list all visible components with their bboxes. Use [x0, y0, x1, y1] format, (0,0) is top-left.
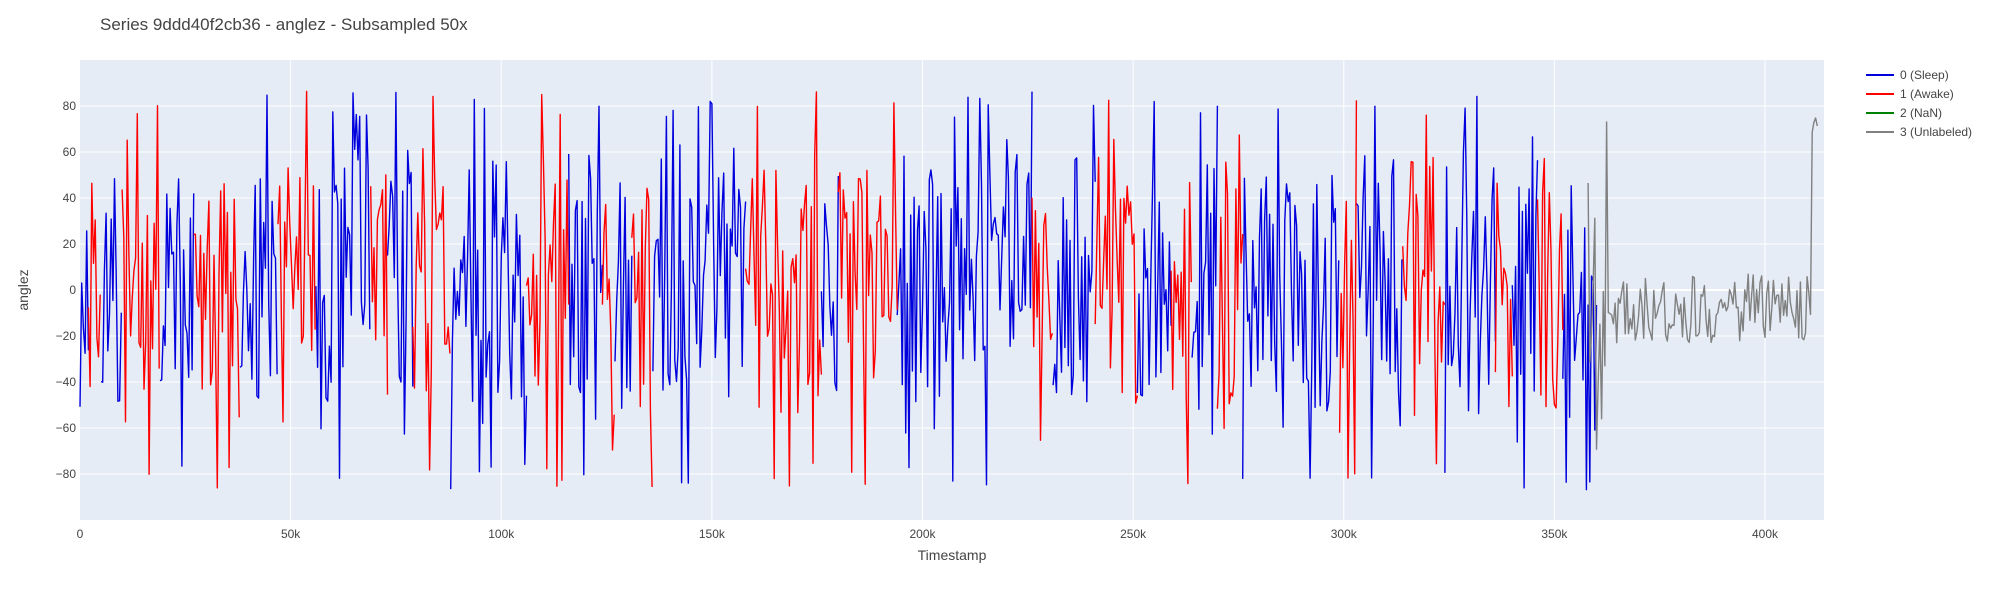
legend-item-label: 2 (NaN) [1900, 106, 1942, 120]
x-tick-label: 300k [1331, 527, 1358, 541]
legend-item-label: 3 (Unlabeled) [1900, 125, 1972, 139]
legend-item-label: 0 (Sleep) [1900, 68, 1949, 82]
legend-item-label: 1 (Awake) [1900, 87, 1954, 101]
series-line [87, 90, 1564, 489]
x-tick-label: 50k [281, 527, 301, 541]
y-tick-label: −80 [56, 467, 77, 481]
x-tick-label: 400k [1752, 527, 1779, 541]
series-line [1587, 117, 1818, 450]
series-layer [79, 90, 1818, 491]
x-axis-ticks: 0 50k 100k 150k 200k 250k 300k 350k 400k [77, 527, 1779, 541]
y-tick-label: 40 [63, 191, 77, 205]
x-tick-label: 150k [699, 527, 726, 541]
x-tick-label: 0 [77, 527, 84, 541]
legend: 0 (Sleep) 1 (Awake) 2 (NaN) 3 (Unlabeled) [1866, 68, 1972, 139]
x-tick-label: 350k [1541, 527, 1568, 541]
y-tick-label: 60 [63, 145, 77, 159]
y-axis-ticks: −80 −60 −40 −20 0 20 40 60 80 [56, 99, 77, 481]
series-line [79, 91, 1598, 491]
y-tick-label: 20 [63, 237, 77, 251]
y-tick-label: 80 [63, 99, 77, 113]
chart-title: Series 9ddd40f2cb36 - anglez - Subsample… [100, 15, 468, 34]
y-tick-label: −60 [56, 421, 77, 435]
y-axis-title: anglez [15, 269, 31, 310]
y-tick-label: −40 [56, 375, 77, 389]
x-tick-label: 200k [909, 527, 936, 541]
y-tick-label: 0 [69, 283, 76, 297]
y-tick-label: −20 [56, 329, 77, 343]
x-tick-label: 250k [1120, 527, 1147, 541]
x-axis-title: Timestamp [918, 547, 987, 563]
x-tick-label: 100k [488, 527, 515, 541]
